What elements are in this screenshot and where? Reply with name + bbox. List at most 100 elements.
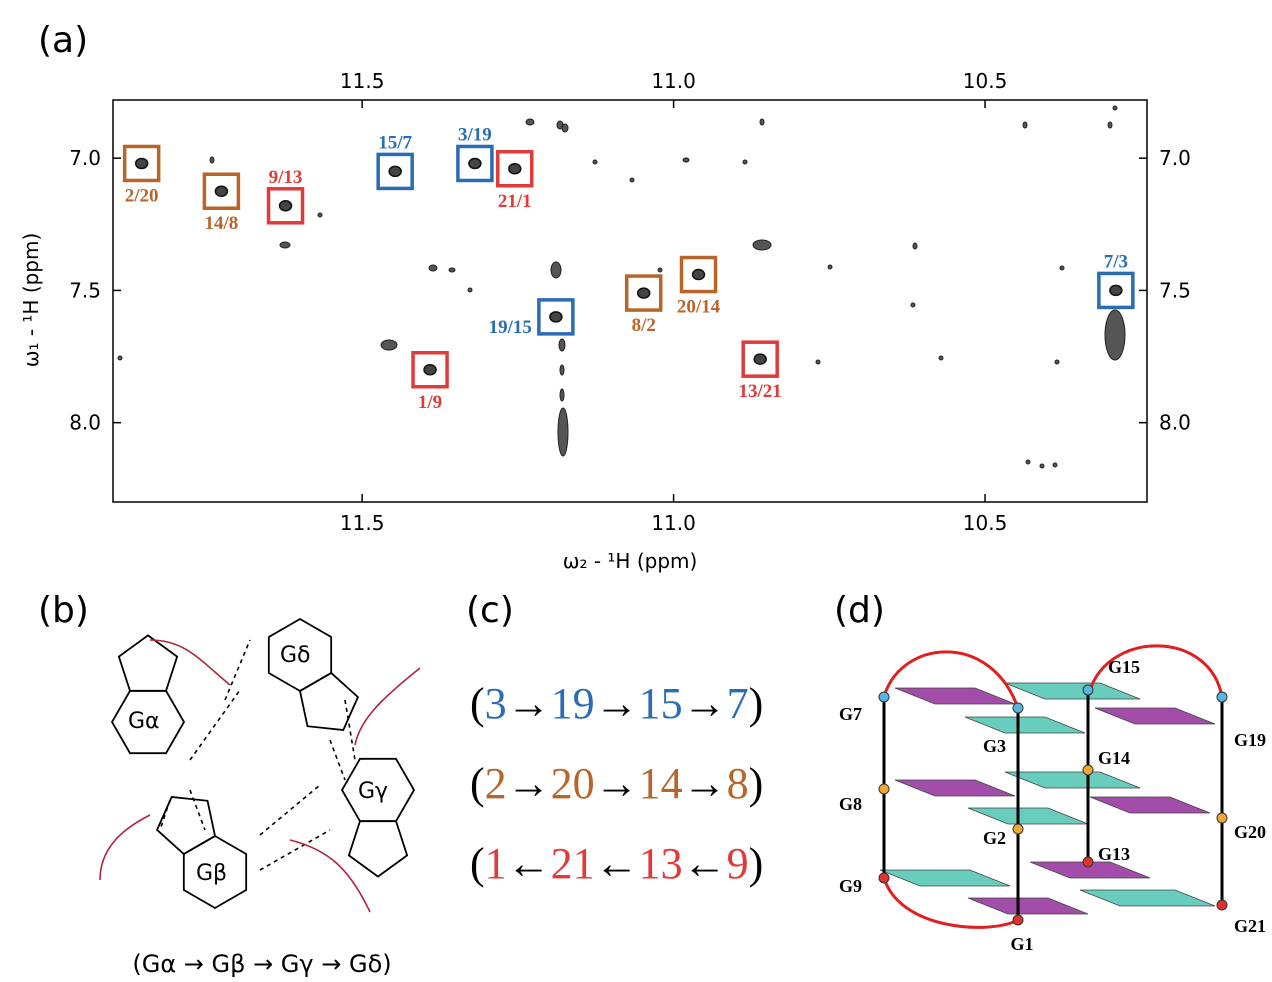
nucleotide-node <box>878 783 890 795</box>
sequence-part: → <box>595 679 639 728</box>
minor-peak <box>557 407 569 457</box>
nucleotide-node <box>1082 764 1094 776</box>
minor-peak <box>1112 105 1118 111</box>
hydrogen-bond <box>259 829 331 871</box>
minor-peak <box>467 287 473 293</box>
cross-peak <box>636 287 651 299</box>
cross-peak <box>508 163 522 175</box>
cross-peak <box>134 157 149 170</box>
sequence-part: 7 <box>727 679 749 728</box>
peak-label: 9/13 <box>269 167 303 188</box>
pentagon-ring <box>117 634 179 692</box>
y-tick-label: 7.5 <box>1159 278 1191 302</box>
loop-arrow <box>882 650 1020 709</box>
pentagon-ring <box>155 796 217 856</box>
sequence-part: ( <box>470 759 485 808</box>
panel-label: (c) <box>466 590 514 631</box>
cross-peak <box>214 185 229 197</box>
cross-peak <box>691 268 706 281</box>
minor-peak <box>592 159 598 165</box>
nucleotide-label: G21 <box>1234 916 1266 936</box>
peak-box <box>496 150 534 188</box>
sequence-part: ) <box>749 759 764 808</box>
minor-peak <box>428 264 438 272</box>
minor-peak <box>1039 463 1045 469</box>
minor-peak <box>317 212 323 218</box>
nucleotide-node <box>1012 823 1024 835</box>
nucleotide-label: G2 <box>983 828 1006 848</box>
panel-label: (d) <box>834 590 885 631</box>
hydrogen-bond <box>224 639 251 701</box>
peak-box <box>122 144 161 183</box>
sequence-part: ) <box>749 679 764 728</box>
sequence-row: (2→20→14→8) <box>470 759 763 808</box>
nucleotide-node <box>1012 914 1024 926</box>
hydrogen-bond <box>329 739 346 781</box>
minor-peak <box>380 339 398 351</box>
nucleotide-label: G3 <box>983 736 1006 756</box>
electron-arrow <box>354 667 421 746</box>
sequence-part: 3 <box>485 679 507 728</box>
quartet-plane <box>967 807 1089 825</box>
peak-label: 7/3 <box>1104 251 1128 272</box>
minor-peak <box>629 177 635 183</box>
sequence-part: 20 <box>551 759 595 808</box>
minor-peak <box>910 302 916 308</box>
peak-box <box>537 298 575 336</box>
minor-peak <box>1025 459 1031 465</box>
panel-d: G7 G3 G15 G19 G8 G2 G14 G20 G9 G1 G13 G21 <box>839 644 1266 954</box>
minor-peak <box>759 118 765 126</box>
sequence-part: → <box>507 759 551 808</box>
quartet-plane <box>967 897 1089 915</box>
minor-peak <box>938 355 944 361</box>
cross-peak <box>549 311 563 323</box>
y-tick-label: 8.0 <box>1159 411 1191 435</box>
electron-arrow <box>149 639 231 686</box>
loop-arrow <box>1088 644 1224 698</box>
peak-box <box>679 255 718 294</box>
nucleotide-node <box>1012 702 1024 714</box>
nucleotide-node <box>878 691 890 703</box>
pentagon-ring <box>298 671 360 731</box>
cross-peak <box>388 165 402 178</box>
minor-peak <box>1059 265 1065 271</box>
sequence-part: → <box>683 759 727 808</box>
nucleotide-label: G8 <box>839 794 862 814</box>
nucleotide-label: G13 <box>1098 844 1130 864</box>
quartet-plane <box>1079 889 1216 907</box>
minor-peak <box>525 118 535 126</box>
sequence-part: ( <box>470 679 485 728</box>
quartet-plane <box>894 779 1016 797</box>
sequence-row: (1←21←13←9) <box>470 839 763 888</box>
nucleotide-node <box>1216 812 1228 824</box>
y-tick-label: 7.5 <box>69 278 101 302</box>
minor-peak <box>912 242 918 250</box>
minor-peak <box>815 359 821 365</box>
peak-box <box>456 144 494 183</box>
minor-peak <box>1104 309 1126 361</box>
minor-peak <box>1022 121 1028 129</box>
minor-peaks <box>117 105 1126 469</box>
minor-peak <box>1054 359 1060 365</box>
x-tick-label: 10.5 <box>963 511 1008 535</box>
sequence-part: 14 <box>639 759 683 808</box>
quartet-plane <box>879 869 1011 887</box>
cross-peak <box>1109 284 1123 297</box>
peak-box <box>741 340 779 378</box>
quartet-plane <box>1004 682 1141 700</box>
hydrogen-bond <box>344 699 356 761</box>
x-tick-label: 11.5 <box>340 511 385 535</box>
caption: (Gα → Gβ → Gγ → Gδ) <box>132 950 391 978</box>
electron-arrow <box>289 839 371 913</box>
quartet-plane <box>964 716 1086 734</box>
nucleotide-label: G20 <box>1234 822 1266 842</box>
minor-peak <box>752 239 772 251</box>
minor-peak <box>1052 462 1058 468</box>
nucleotide-label: G19 <box>1234 730 1266 750</box>
peak-box <box>411 351 449 389</box>
nucleotide-label: G1 <box>1010 934 1033 954</box>
minor-peak <box>279 241 291 249</box>
sequence-part: 1 <box>485 839 507 888</box>
sequence-part: 19 <box>551 679 595 728</box>
